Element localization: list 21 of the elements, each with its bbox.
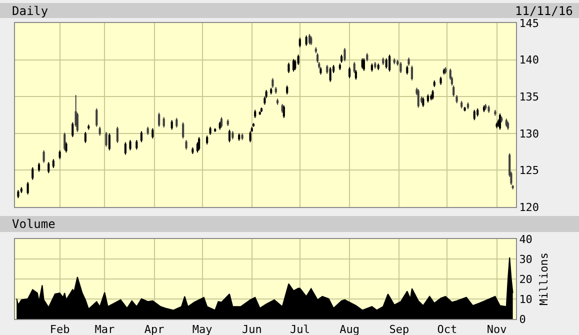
chart-title: Volume	[12, 217, 56, 231]
y-tick-label: 10	[519, 292, 532, 306]
chart-title: Daily	[12, 4, 48, 18]
x-tick-label: Jun	[242, 323, 262, 335]
y-tick-label: 30	[519, 252, 532, 266]
x-tick-label: Mar	[94, 323, 115, 335]
y-tick-label: 130	[519, 127, 540, 140]
y-axis-title: Millions	[538, 252, 551, 306]
y-tick-label: 125	[519, 164, 540, 178]
x-tick-label: Jul	[290, 323, 310, 335]
y-tick-label: 145	[519, 16, 540, 30]
y-tick-label: 140	[519, 54, 540, 67]
text: 11/11/16	[515, 4, 573, 18]
y-tick-label: 135	[519, 90, 540, 104]
x-tick-label: Feb	[50, 323, 70, 335]
x-tick-label: Nov	[486, 323, 508, 335]
y-tick-label: 120	[519, 200, 540, 214]
y-tick-label: 0	[519, 312, 526, 326]
y-tick-label: 40	[519, 232, 532, 246]
y-tick-label: 20	[519, 272, 532, 286]
x-tick-label: Oct	[437, 323, 458, 335]
